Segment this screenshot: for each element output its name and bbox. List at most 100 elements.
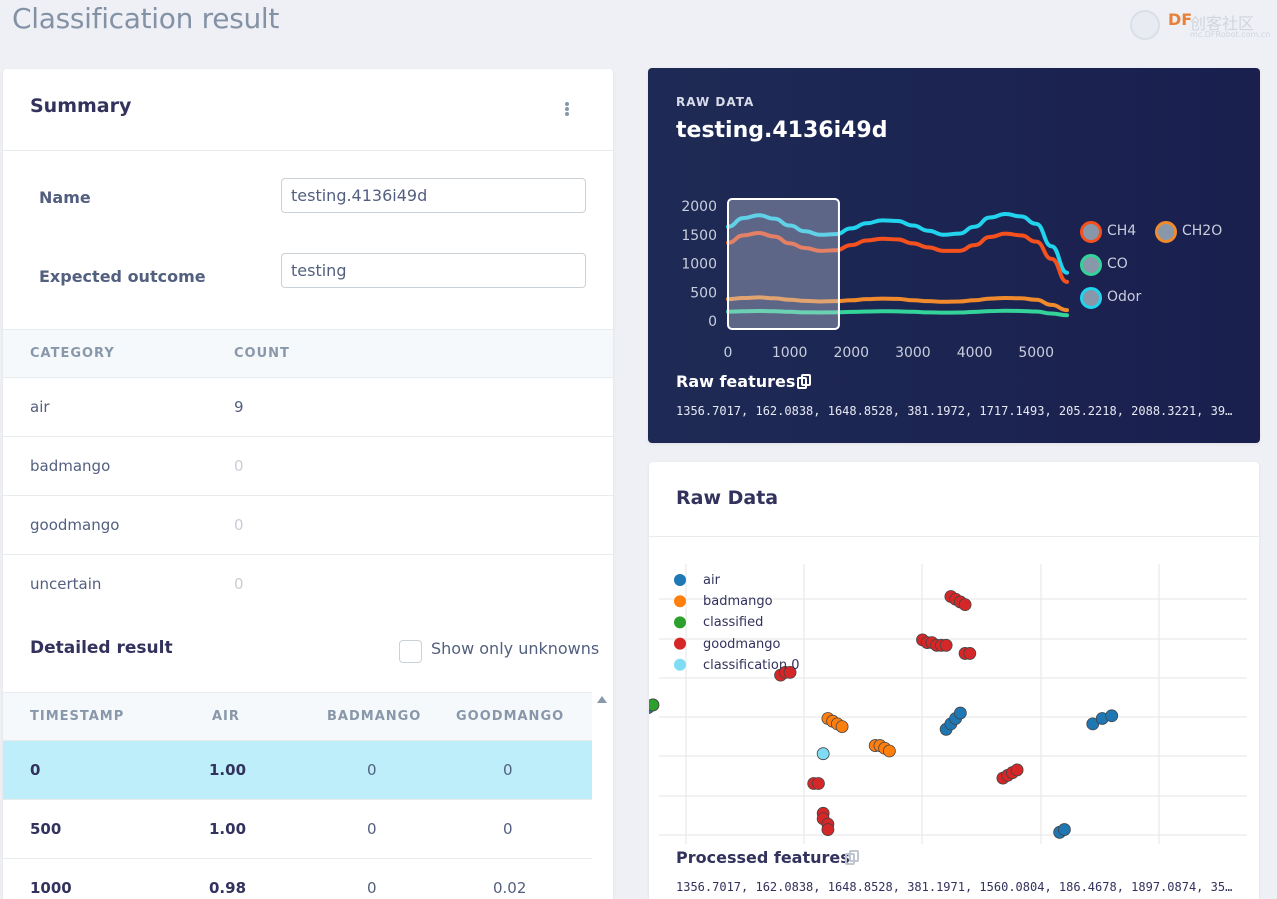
- cell-timestamp: 1000: [30, 879, 72, 897]
- y-tick-label: 0: [708, 314, 717, 330]
- raw-data-sample-name: testing.4136i49d: [676, 118, 888, 143]
- cell-goodmango: 0.02: [493, 879, 527, 897]
- cell-goodmango: 0: [503, 820, 513, 838]
- table-row: goodmango 0: [3, 496, 613, 555]
- logo-url: mc.DFRobot.com.cn: [1190, 30, 1271, 39]
- processed-card-header: Raw Data: [649, 462, 1259, 537]
- scatter-legend-classified[interactable]: classified: [703, 615, 764, 630]
- legend-ch2o[interactable]: CH2O: [1182, 223, 1223, 239]
- detailed-result-title: Detailed result: [30, 638, 173, 658]
- legend-odor[interactable]: Odor: [1107, 289, 1142, 305]
- y-tick-label: 1500: [681, 228, 717, 244]
- x-tick-label: 4000: [957, 345, 993, 361]
- category-count: 0: [234, 457, 244, 475]
- name-row: Name: [3, 178, 613, 218]
- scatter-point-badmango: [835, 720, 849, 734]
- scatter-legend-classification-0[interactable]: classification 0: [703, 658, 800, 673]
- raw-features-label: Raw features: [676, 372, 796, 391]
- cell-air: 0.98: [209, 879, 247, 897]
- summary-title: Summary: [30, 95, 132, 117]
- scatter-legend-badmango[interactable]: badmango: [703, 594, 773, 609]
- category-count: 0: [234, 516, 244, 534]
- col-badmango[interactable]: BADMANGO: [327, 709, 422, 724]
- copy-processed-features-icon[interactable]: [845, 850, 861, 866]
- cell-timestamp: 500: [30, 820, 62, 838]
- scatter-legend-marker: [674, 616, 686, 629]
- legend-ch4-icon[interactable]: [1080, 221, 1102, 243]
- col-air[interactable]: AIR: [212, 709, 240, 724]
- legend-co[interactable]: CO: [1107, 256, 1128, 272]
- raw-data-card: RAW DATA testing.4136i49d 2000 1500 1000 50…: [648, 68, 1260, 443]
- scatter-point-classification-0: [816, 747, 830, 761]
- scatter-point-classified: [649, 698, 660, 712]
- scatter-legend-marker: [674, 574, 686, 586]
- category-count: 0: [234, 575, 244, 593]
- category-name: badmango: [30, 457, 111, 475]
- cell-badmango: 0: [367, 820, 377, 838]
- expected-outcome-label: Expected outcome: [39, 267, 206, 286]
- name-label: Name: [39, 188, 91, 207]
- name-input[interactable]: [281, 178, 586, 213]
- x-tick-label: 5000: [1018, 345, 1054, 361]
- more-options-icon[interactable]: [561, 100, 573, 118]
- raw-data-eyebrow: RAW DATA: [676, 95, 755, 109]
- processed-card-title: Raw Data: [676, 487, 779, 509]
- scatter-point-goodmango: [812, 777, 825, 790]
- scroll-up-icon[interactable]: [597, 696, 607, 703]
- copy-raw-features-icon[interactable]: [797, 374, 813, 390]
- cell-air: 1.00: [209, 820, 247, 838]
- logo-brand: DF: [1168, 10, 1193, 29]
- scatter-legend-marker: [674, 595, 686, 608]
- table-row[interactable]: 0 1.00 0 0: [3, 741, 592, 800]
- scatter-point-air: [1057, 823, 1071, 836]
- y-tick-label: 1000: [681, 257, 717, 273]
- table-row: badmango 0: [3, 437, 613, 496]
- x-tick-label: 1000: [772, 345, 808, 361]
- col-category: CATEGORY: [30, 346, 115, 361]
- logo-mark-icon: [1130, 10, 1160, 40]
- processed-features-label: Processed features: [676, 848, 850, 867]
- scatter-plot[interactable]: [649, 462, 1259, 847]
- series-line-ch2o: [726, 295, 1069, 313]
- scatter-legend-goodmango[interactable]: goodmango: [703, 637, 781, 652]
- table-row[interactable]: 1000 0.98 0 0.02: [3, 859, 592, 899]
- legend-odor-icon[interactable]: [1080, 287, 1102, 309]
- cell-badmango: 0: [367, 879, 377, 897]
- table-row[interactable]: 500 1.00 0 0: [3, 800, 592, 859]
- show-unknowns-label[interactable]: Show only unknowns: [431, 639, 600, 658]
- summary-card: Summary Name Expected outcome CATEGORY C…: [3, 69, 613, 899]
- x-tick-label: 3000: [895, 345, 931, 361]
- scatter-point-goodmango: [1010, 763, 1024, 777]
- expected-outcome-row: Expected outcome: [3, 253, 613, 293]
- col-timestamp[interactable]: TIMESTAMP: [30, 709, 125, 724]
- col-count: COUNT: [234, 346, 290, 361]
- category-count: 9: [234, 398, 244, 416]
- cell-timestamp: 0: [30, 761, 41, 779]
- show-unknowns-checkbox[interactable]: [399, 640, 422, 663]
- processed-features-values: 1356.7017, 162.0838, 1648.8528, 381.1971…: [676, 880, 1236, 894]
- col-goodmango[interactable]: GOODMANGO: [456, 709, 565, 724]
- detailed-table-header: TIMESTAMP AIR BADMANGO GOODMANGO: [3, 692, 592, 741]
- scatter-point-goodmango: [958, 598, 972, 612]
- raw-features-values: 1356.7017, 162.0838, 1648.8528, 381.1972…: [676, 404, 1236, 418]
- scatter-point-badmango: [882, 744, 896, 758]
- logo-cn-text: 创客社区: [1190, 14, 1255, 33]
- scatter-legend-marker: [674, 658, 686, 671]
- scatter-point-goodmango: [821, 823, 835, 836]
- legend-ch2o-icon[interactable]: [1155, 221, 1177, 243]
- scatter-point-air: [1105, 709, 1119, 723]
- cell-badmango: 0: [367, 761, 377, 779]
- scatter-point-air: [953, 706, 967, 720]
- series-line-odor: [726, 212, 1069, 275]
- legend-ch4[interactable]: CH4: [1107, 223, 1137, 239]
- brand-logo: DF 创客社区 mc.DFRobot.com.cn: [1128, 6, 1271, 42]
- x-tick-label: 0: [724, 345, 733, 361]
- expected-outcome-input[interactable]: [281, 253, 586, 288]
- legend-co-icon[interactable]: [1080, 254, 1102, 276]
- scatter-point-air: [1086, 717, 1100, 731]
- window-selection: [727, 198, 840, 330]
- scatter-legend-air[interactable]: air: [703, 573, 720, 588]
- cell-goodmango: 0: [503, 761, 513, 779]
- category-name: uncertain: [30, 575, 102, 593]
